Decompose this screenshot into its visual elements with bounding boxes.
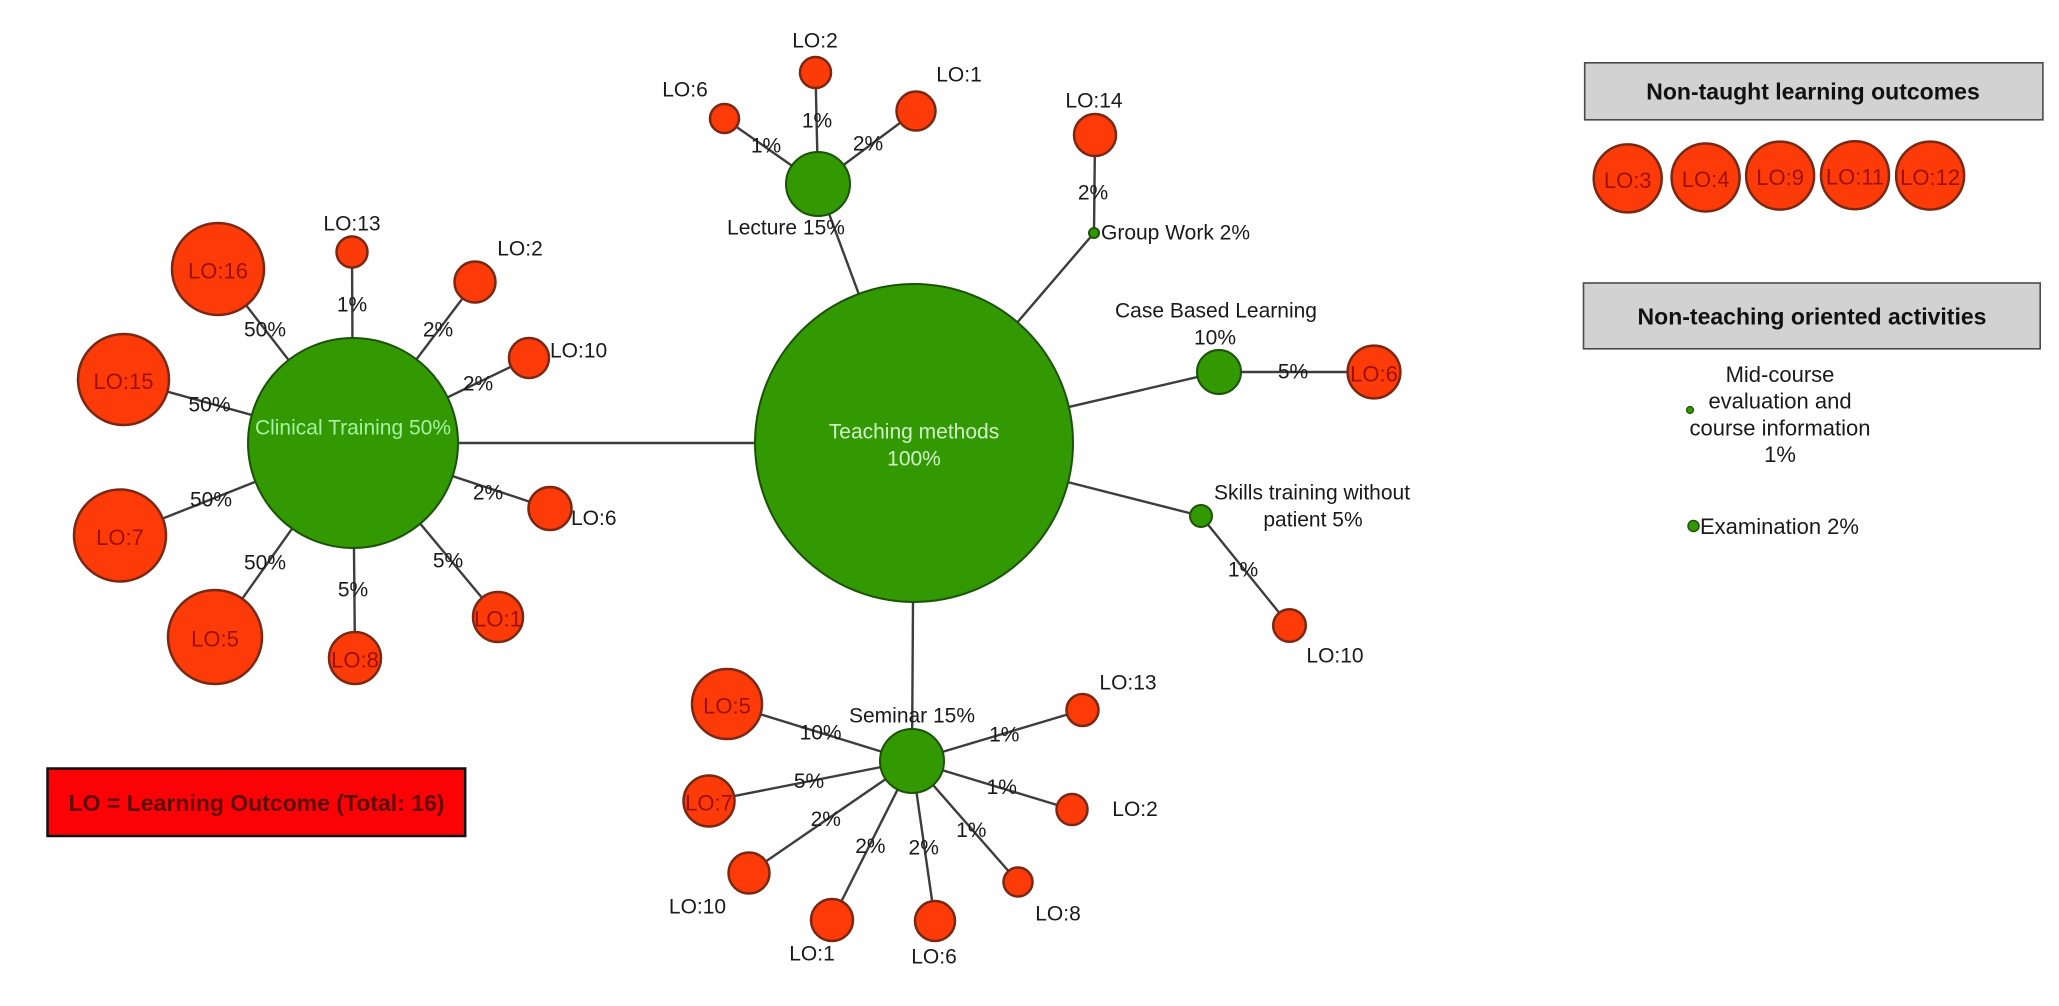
svg-text:LO:13: LO:13 [1099, 672, 1156, 695]
svg-text:LO:13: LO:13 [323, 213, 380, 236]
svg-text:Teaching methods: Teaching methods [829, 421, 999, 444]
svg-text:Mid-course: Mid-course [1726, 362, 1835, 387]
svg-text:LO:11: LO:11 [1826, 165, 1884, 190]
svg-text:LO:6: LO:6 [1350, 362, 1398, 387]
svg-text:Case Based Learning: Case Based Learning [1115, 300, 1317, 323]
svg-text:50%: 50% [244, 552, 286, 575]
svg-text:Clinical Training 50%: Clinical Training 50% [255, 417, 451, 440]
svg-text:LO:8: LO:8 [331, 648, 379, 673]
svg-text:Group Work 2%: Group Work 2% [1101, 222, 1250, 245]
svg-text:2%: 2% [1078, 182, 1108, 205]
svg-text:LO:6: LO:6 [571, 507, 617, 530]
svg-text:patient 5%: patient 5% [1263, 509, 1362, 532]
svg-text:Seminar 15%: Seminar 15% [849, 705, 975, 728]
svg-text:LO:5: LO:5 [191, 627, 239, 652]
svg-text:100%: 100% [887, 448, 941, 471]
svg-text:2%: 2% [423, 319, 453, 342]
svg-text:10%: 10% [1194, 327, 1236, 350]
svg-text:LO:1: LO:1 [936, 64, 982, 87]
svg-text:2%: 2% [909, 837, 939, 860]
svg-text:LO:15: LO:15 [94, 369, 154, 394]
svg-text:2%: 2% [811, 808, 841, 831]
svg-text:1%: 1% [1228, 559, 1258, 582]
svg-text:1%: 1% [337, 294, 367, 317]
svg-text:LO:1: LO:1 [789, 943, 835, 966]
svg-text:LO:6: LO:6 [662, 79, 708, 102]
svg-text:LO:2: LO:2 [1112, 798, 1158, 821]
svg-text:LO:2: LO:2 [497, 238, 543, 261]
svg-text:10%: 10% [800, 722, 842, 745]
svg-text:LO:12: LO:12 [1900, 165, 1960, 190]
svg-text:Non-taught learning outcomes: Non-taught learning outcomes [1646, 79, 1980, 105]
svg-text:5%: 5% [433, 550, 463, 573]
svg-text:50%: 50% [188, 394, 230, 417]
svg-text:LO:8: LO:8 [1035, 903, 1081, 926]
svg-text:1%: 1% [802, 110, 832, 133]
svg-text:LO:4: LO:4 [1682, 167, 1730, 192]
svg-text:5%: 5% [338, 579, 368, 602]
svg-text:5%: 5% [1278, 361, 1308, 384]
svg-text:Examination 2%: Examination 2% [1700, 514, 1859, 539]
svg-text:LO:14: LO:14 [1065, 90, 1123, 113]
svg-text:2%: 2% [473, 482, 503, 505]
svg-text:1%: 1% [1764, 442, 1796, 467]
svg-text:Non-teaching oriented activiti: Non-teaching oriented activities [1638, 304, 1987, 330]
svg-text:1%: 1% [956, 819, 986, 842]
svg-text:LO:7: LO:7 [685, 791, 733, 816]
svg-text:LO = Learning Outcome (Total:: LO = Learning Outcome (Total: 16) [69, 790, 445, 816]
svg-text:2%: 2% [855, 835, 885, 858]
svg-text:LO:3: LO:3 [1604, 168, 1652, 193]
svg-text:LO:10: LO:10 [669, 896, 726, 919]
svg-text:1%: 1% [987, 776, 1017, 799]
svg-text:2%: 2% [853, 133, 883, 156]
svg-text:LO:2: LO:2 [792, 30, 838, 53]
svg-text:LO:7: LO:7 [96, 525, 144, 550]
svg-text:Lecture 15%: Lecture 15% [727, 217, 845, 240]
svg-text:50%: 50% [190, 489, 232, 512]
svg-text:2%: 2% [463, 373, 493, 396]
svg-text:50%: 50% [244, 319, 286, 342]
svg-text:LO:1: LO:1 [474, 607, 522, 632]
svg-text:evaluation and: evaluation and [1708, 389, 1851, 414]
svg-text:LO:9: LO:9 [1756, 165, 1804, 190]
svg-text:LO:6: LO:6 [911, 946, 957, 969]
svg-text:1%: 1% [751, 135, 781, 158]
svg-text:1%: 1% [989, 724, 1019, 747]
svg-text:LO:10: LO:10 [550, 340, 607, 363]
svg-text:Skills training without: Skills training without [1214, 482, 1410, 505]
svg-text:course information: course information [1690, 415, 1871, 440]
svg-text:LO:16: LO:16 [188, 259, 248, 284]
svg-text:5%: 5% [794, 770, 824, 793]
svg-text:LO:10: LO:10 [1306, 645, 1363, 668]
svg-text:LO:5: LO:5 [703, 694, 751, 719]
